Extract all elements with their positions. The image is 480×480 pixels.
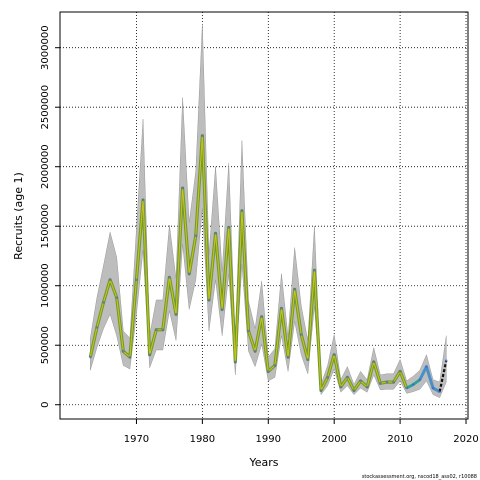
recent-blue-line [418, 365, 441, 393]
data-point [141, 198, 145, 202]
data-point [359, 379, 362, 383]
data-point [108, 278, 112, 282]
data-point [319, 389, 323, 392]
data-point [128, 355, 132, 359]
x-tick-label: 2000 [321, 434, 346, 445]
data-point [89, 355, 92, 359]
data-point [405, 386, 409, 390]
x-tick-label: 2010 [387, 434, 412, 445]
y-tick-label: 1500000 [40, 204, 51, 249]
data-point [313, 268, 316, 272]
data-point [379, 381, 382, 385]
data-point [187, 272, 191, 276]
y-tick-label: 3000000 [40, 25, 51, 70]
data-point [418, 378, 422, 382]
data-point [266, 370, 270, 373]
data-point [293, 287, 296, 291]
data-point [392, 380, 395, 384]
data-point [148, 353, 151, 357]
data-point [411, 383, 415, 386]
y-tick-label: 1000000 [40, 263, 51, 308]
data-point [339, 385, 343, 389]
source-footnote: stockassessment.org, nscod18_ass02, r100… [362, 474, 477, 480]
data-point [102, 301, 105, 304]
y-tick-label: 500000 [40, 326, 51, 364]
data-point [280, 307, 283, 310]
y-axis-title: Recruits (age 1) [12, 172, 25, 260]
data-point [299, 333, 303, 336]
data-point [444, 359, 448, 362]
data-point [260, 315, 263, 318]
data-point [286, 355, 290, 359]
plot-frame [59, 11, 469, 420]
data-point [253, 349, 257, 353]
data-point [220, 308, 224, 311]
confidence-band [90, 23, 447, 398]
data-point [247, 329, 250, 333]
data-point [181, 186, 184, 190]
data-points [89, 134, 448, 393]
x-axis: 1970 1980 1990 2000 2010 2020 [124, 419, 479, 445]
y-tick-label: 2000000 [40, 144, 51, 189]
data-point [431, 386, 435, 390]
data-point [207, 298, 211, 302]
data-point [161, 328, 165, 332]
x-axis-title: Years [248, 456, 278, 469]
y-tick-label: 0 [40, 402, 51, 408]
data-point [352, 389, 356, 392]
data-point [95, 326, 99, 329]
data-point [346, 376, 349, 379]
x-tick-label: 1970 [124, 434, 149, 445]
data-point [121, 349, 125, 353]
data-point [115, 296, 118, 299]
data-point [135, 278, 138, 282]
data-point [273, 364, 277, 367]
data-point [438, 390, 441, 393]
data-point [332, 353, 336, 357]
x-tick-label: 2020 [453, 434, 478, 445]
data-point [214, 232, 217, 235]
data-point [194, 234, 198, 238]
y-tick-label: 2500000 [40, 85, 51, 130]
data-point [372, 360, 376, 364]
data-point [154, 328, 158, 332]
data-point [365, 385, 369, 389]
data-point [398, 370, 402, 373]
data-point [174, 312, 178, 316]
data-point [227, 226, 231, 229]
data-point [201, 134, 204, 138]
data-point [326, 376, 329, 379]
data-point [306, 358, 310, 361]
x-tick-label: 1990 [256, 434, 281, 445]
data-point [425, 365, 428, 368]
final-year-line [438, 360, 448, 392]
data-point [385, 380, 389, 384]
data-point [240, 209, 244, 213]
data-point [234, 360, 237, 364]
confidence-band-area [90, 23, 447, 398]
x-tick-label: 1980 [190, 434, 215, 445]
y-axis: 0 500000 1000000 1500000 2000000 2500000 30000… [40, 25, 60, 408]
data-point [168, 276, 171, 279]
